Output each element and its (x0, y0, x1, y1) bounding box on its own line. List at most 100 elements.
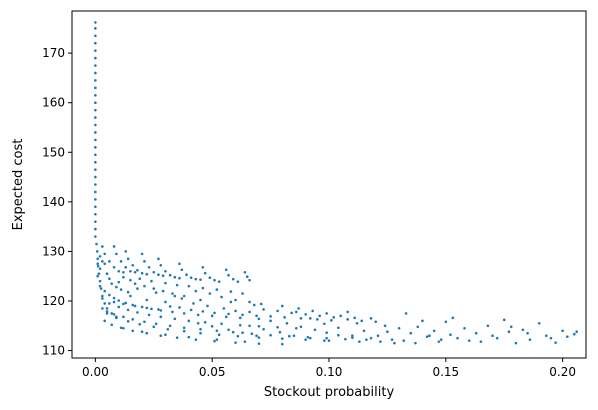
data-point (337, 333, 340, 337)
data-point (194, 277, 198, 281)
data-point (98, 284, 102, 288)
data-point (325, 336, 328, 340)
data-point (112, 300, 116, 304)
data-point (173, 294, 177, 298)
data-point (528, 338, 532, 341)
data-point (143, 284, 146, 288)
data-point (126, 257, 130, 261)
data-point (94, 86, 97, 90)
data-point (227, 328, 230, 332)
x-tick-label: 0.15 (432, 365, 459, 379)
y-tick-label: 160 (42, 96, 65, 110)
data-point (215, 338, 219, 341)
data-point (241, 292, 244, 295)
data-point (201, 310, 205, 313)
data-point (147, 313, 151, 317)
data-point (122, 326, 125, 330)
data-point (236, 334, 240, 338)
data-point (439, 338, 443, 341)
data-point (98, 267, 102, 271)
data-point (323, 339, 326, 342)
data-point (105, 307, 109, 310)
data-point (304, 338, 307, 341)
data-point (94, 27, 97, 30)
data-point (152, 287, 156, 290)
data-point (103, 262, 107, 266)
data-point (94, 56, 97, 60)
data-point (122, 275, 125, 279)
data-point (119, 260, 123, 263)
data-point (456, 336, 459, 340)
data-point (561, 329, 564, 333)
data-point (110, 312, 114, 315)
data-point (173, 275, 177, 279)
data-point (94, 205, 97, 209)
data-point (241, 331, 244, 335)
data-point (257, 336, 261, 339)
data-point (164, 300, 167, 304)
data-point (133, 282, 137, 285)
data-point (96, 274, 99, 278)
data-point (126, 290, 130, 294)
data-point (353, 316, 357, 320)
data-point (94, 212, 97, 216)
x-tick-label: 0.00 (82, 365, 109, 379)
data-point (215, 329, 219, 333)
data-point (178, 262, 181, 266)
data-point (94, 101, 97, 105)
data-point (203, 271, 207, 275)
data-point (94, 168, 97, 171)
data-point (495, 336, 499, 340)
data-point (157, 257, 160, 261)
data-point (229, 300, 233, 304)
data-point (292, 334, 296, 337)
data-point (187, 335, 191, 339)
data-point (94, 123, 97, 127)
data-point (369, 336, 373, 340)
data-point (330, 319, 333, 322)
data-point (129, 269, 132, 273)
data-point (159, 315, 163, 319)
data-point (351, 336, 354, 339)
data-point (318, 314, 321, 318)
data-point (463, 326, 466, 330)
data-point (554, 341, 557, 344)
data-point (217, 333, 221, 337)
data-point (224, 315, 228, 319)
data-point (311, 309, 314, 313)
data-point (208, 276, 212, 279)
data-point (112, 245, 116, 248)
data-point (210, 324, 214, 328)
data-point (287, 334, 291, 338)
data-point (374, 320, 378, 324)
data-point (259, 302, 263, 306)
data-point (96, 262, 99, 266)
data-point (276, 309, 279, 313)
data-point (474, 331, 478, 335)
data-point (222, 307, 226, 310)
data-point (269, 319, 272, 323)
data-point (187, 284, 191, 288)
data-point (101, 260, 104, 263)
data-point (119, 326, 123, 330)
data-point (549, 336, 553, 340)
data-point (108, 302, 111, 305)
data-point (194, 338, 198, 341)
data-point (171, 310, 174, 314)
data-point (276, 325, 279, 329)
data-point (192, 302, 195, 305)
data-point (152, 270, 156, 274)
data-point (351, 334, 354, 337)
data-point (140, 330, 144, 334)
data-point (117, 305, 121, 309)
data-point (124, 301, 128, 305)
data-point (507, 330, 511, 334)
data-point (509, 325, 513, 329)
data-point (150, 307, 153, 311)
data-point (173, 317, 177, 321)
data-point (94, 108, 97, 112)
data-point (94, 198, 97, 201)
data-point (94, 153, 97, 157)
data-point (234, 341, 237, 344)
